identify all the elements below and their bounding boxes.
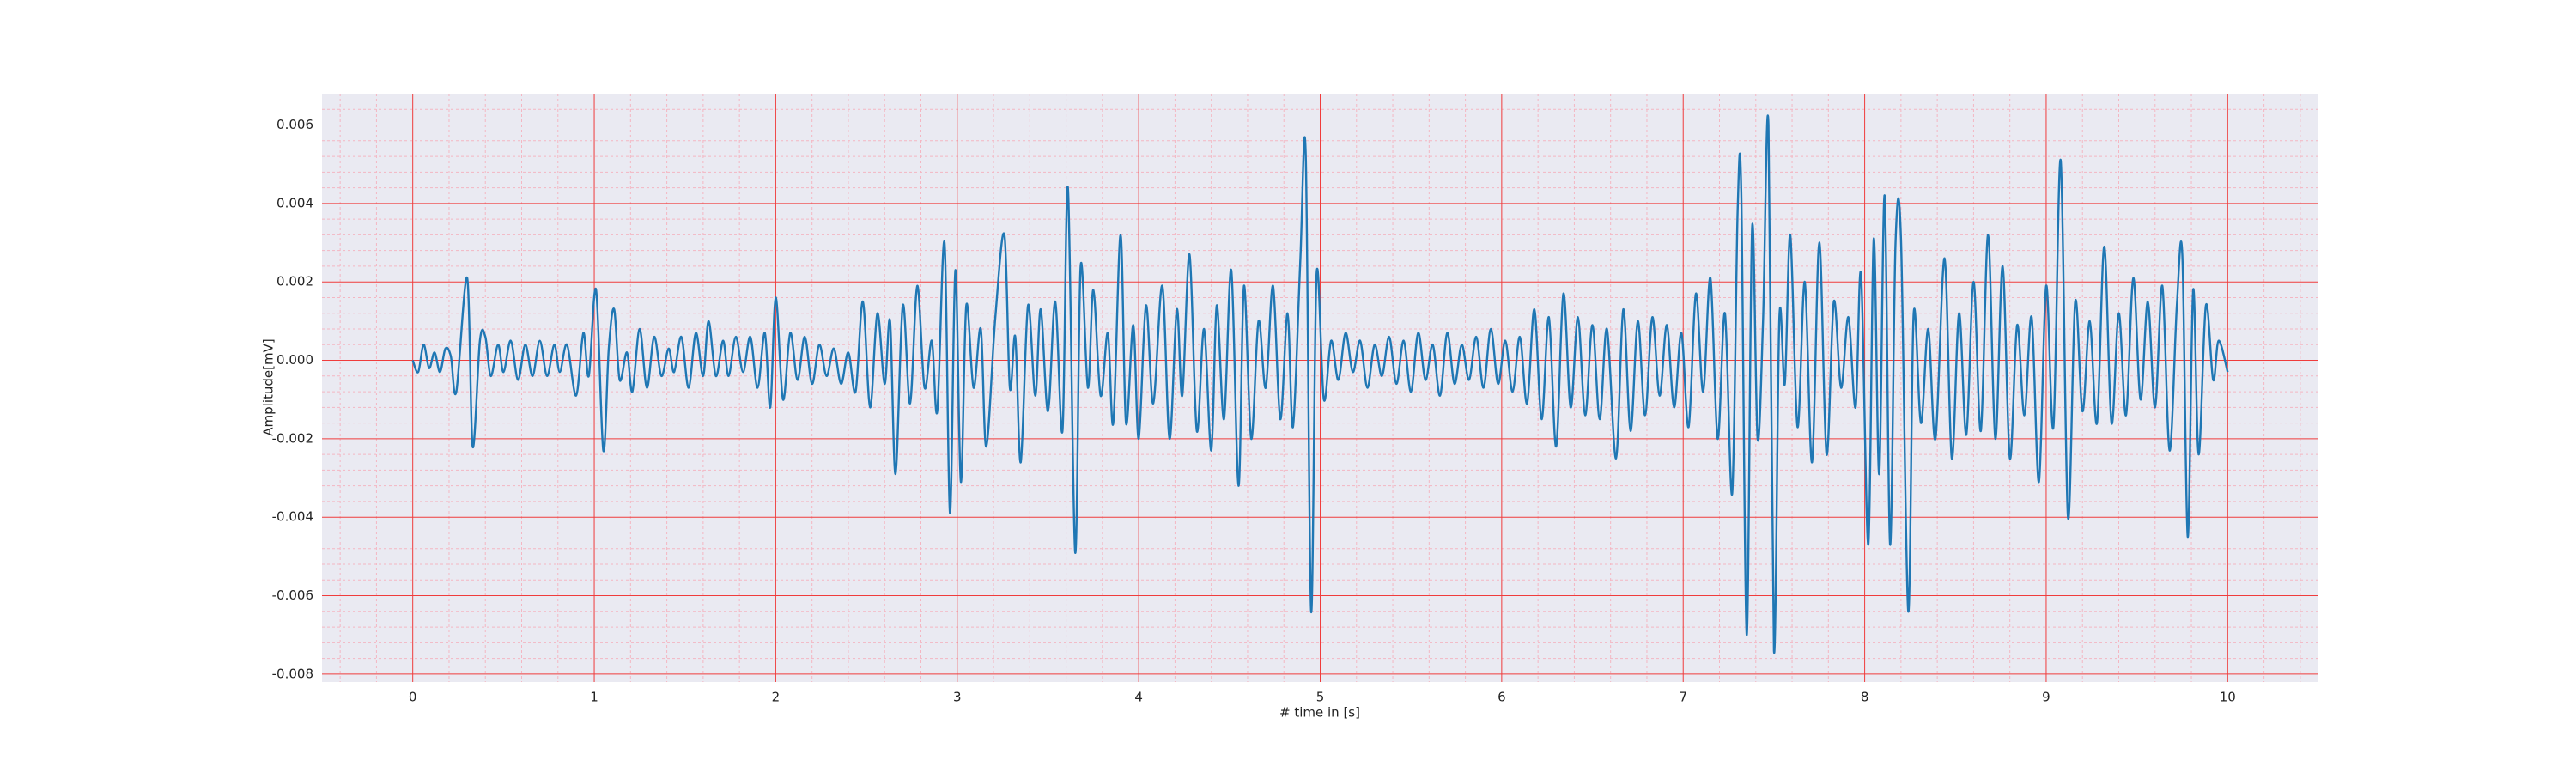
x-tick-label: 4 [1134,690,1143,705]
y-tick-label: -0.002 [272,430,313,446]
x-tick-label: 5 [1316,690,1325,705]
signal-line [411,114,2229,654]
y-tick-label: 0.000 [276,352,313,368]
x-tick-label: 0 [409,690,417,705]
y-tick-label: 0.002 [276,274,313,289]
x-tick-label: 7 [1679,690,1687,705]
y-tick-label: 0.004 [276,195,313,210]
y-tick-label: -0.006 [272,587,313,603]
x-axis-label: # time in [s] [1279,705,1360,721]
y-tick-label: 0.006 [276,117,313,132]
x-tick-label: 3 [953,690,962,705]
x-tick-label: 2 [772,690,781,705]
x-tick-label: 1 [590,690,598,705]
x-tick-label: 6 [1498,690,1506,705]
y-axis-label: Amplitude[mV] [261,338,276,435]
x-tick-label: 9 [2042,690,2050,705]
y-tick-label: -0.008 [272,666,313,681]
x-tick-label: 8 [1861,690,1869,705]
x-tick-label: 10 [2220,690,2236,705]
y-tick-label: -0.004 [272,509,313,525]
